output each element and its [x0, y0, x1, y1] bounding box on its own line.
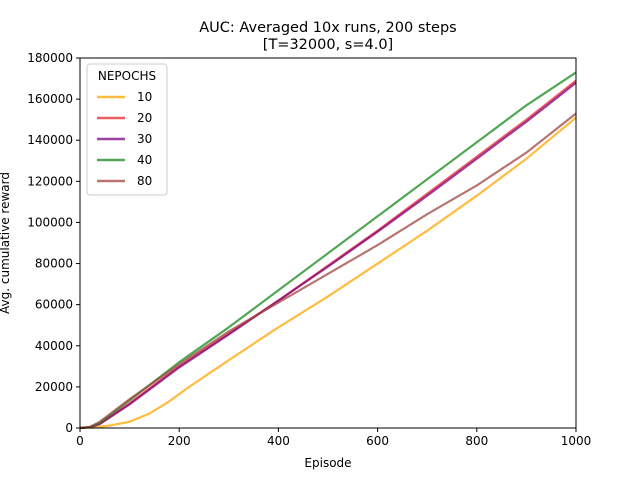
chart-subtitle: [T=32000, s=4.0] — [263, 37, 393, 53]
legend-label-40: 40 — [137, 153, 152, 167]
series-line-10 — [79, 116, 577, 430]
axes: 0 200 400 600 800 1000 0 20000 40000 60000 80000 10… — [27, 51, 591, 448]
y-axis-label: Avg. cumulative reward — [0, 172, 12, 314]
y-tick-label: 160000 — [27, 92, 73, 106]
x-tick-label: 0 — [76, 434, 84, 448]
legend-label-20: 20 — [137, 111, 152, 125]
y-tick-label: 100000 — [27, 215, 73, 229]
series-line-80 — [79, 112, 577, 430]
chart-title: AUC: Averaged 10x runs, 200 steps — [199, 20, 456, 36]
y-tick-label: 180000 — [27, 51, 73, 65]
legend-label-80: 80 — [137, 174, 152, 188]
legend: NEPOCHS 10 20 30 40 80 — [86, 63, 168, 196]
legend-label-30: 30 — [137, 132, 152, 146]
x-tick-label: 1000 — [561, 434, 592, 448]
plot-lines — [79, 71, 577, 430]
y-tick-label: 80000 — [35, 257, 73, 271]
y-tick-label: 0 — [65, 421, 73, 435]
x-tick-label: 800 — [465, 434, 488, 448]
y-tick-label: 60000 — [35, 298, 73, 312]
x-tick-label: 200 — [168, 434, 191, 448]
legend-box — [86, 63, 168, 196]
y-tick-label: 20000 — [35, 380, 73, 394]
legend-title: NEPOCHS — [98, 69, 156, 83]
x-axis-label: Episode — [304, 456, 351, 470]
y-tick-label: 40000 — [35, 339, 73, 353]
plot-frame — [79, 57, 577, 429]
x-tick-label: 600 — [366, 434, 389, 448]
x-tick-label: 400 — [267, 434, 290, 448]
y-tick-label: 140000 — [27, 133, 73, 147]
y-tick-label: 120000 — [27, 174, 73, 188]
legend-label-10: 10 — [137, 90, 152, 104]
